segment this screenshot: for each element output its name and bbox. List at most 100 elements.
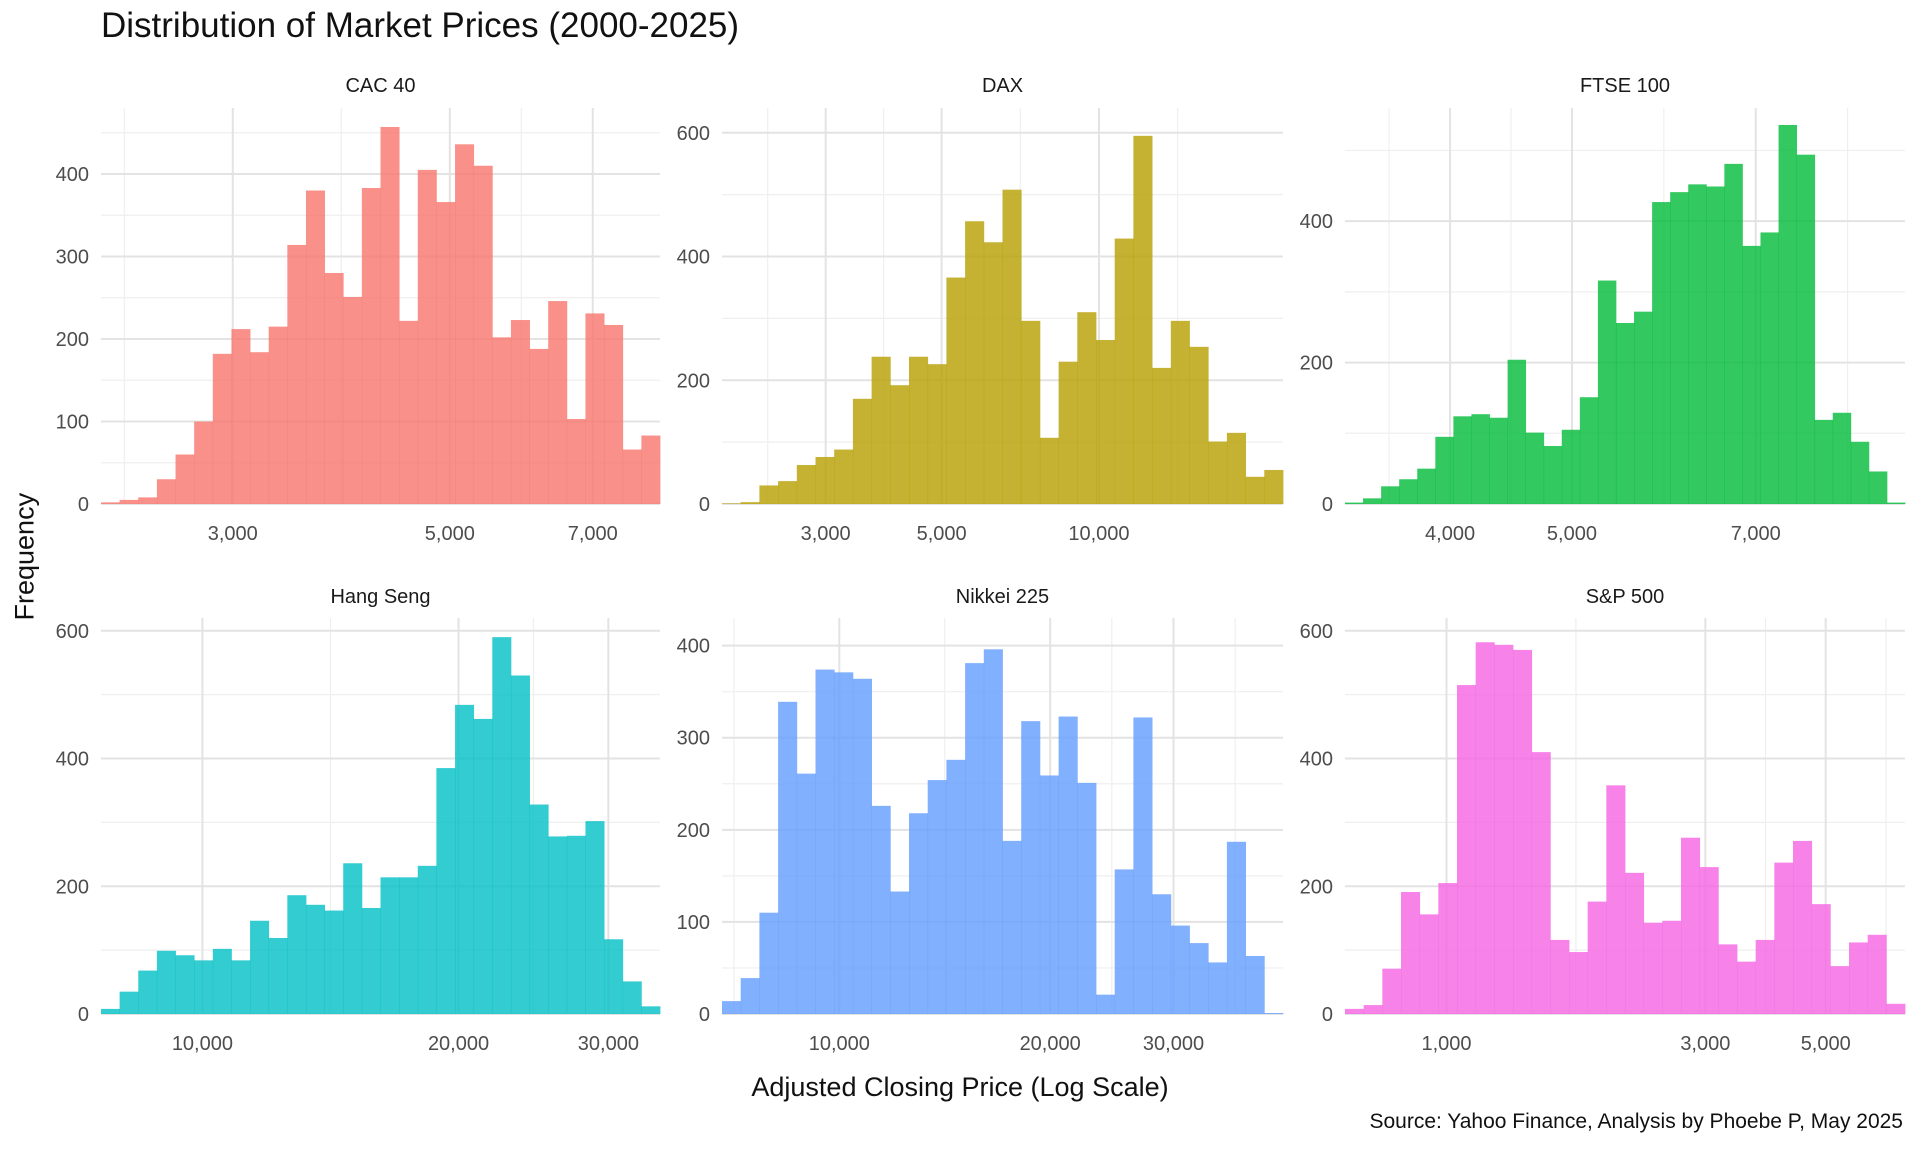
y-tick-label: 400 xyxy=(56,749,89,771)
x-tick-label: 10,000 xyxy=(172,1033,233,1055)
x-tick-label: 7,000 xyxy=(1731,523,1781,545)
panel-title: FTSE 100 xyxy=(1580,75,1670,97)
histogram-bar xyxy=(1114,238,1134,504)
histogram-bar xyxy=(815,669,835,1014)
histogram-bar xyxy=(1525,432,1545,504)
x-tick-label: 3,000 xyxy=(801,523,851,545)
source-caption: Source: Yahoo Finance, Analysis by Phoeb… xyxy=(1369,1110,1903,1133)
histogram-bar xyxy=(1096,994,1116,1014)
histogram-bar xyxy=(909,356,929,504)
histogram-bar xyxy=(101,502,121,504)
x-tick-label: 3,000 xyxy=(208,523,258,545)
histogram-bar xyxy=(871,356,891,504)
y-tick-label: 300 xyxy=(56,247,89,269)
histogram-bar xyxy=(250,352,270,504)
histogram-bar xyxy=(1399,479,1418,504)
histogram-bar xyxy=(529,804,549,1014)
x-tick-label: 4,000 xyxy=(1425,523,1475,545)
histogram-bar xyxy=(1662,920,1682,1014)
panel-title: CAC 40 xyxy=(345,75,415,97)
histogram-bar xyxy=(510,675,530,1014)
histogram-bar xyxy=(380,126,400,504)
histogram-bar xyxy=(1699,867,1719,1014)
y-tick-label: 0 xyxy=(78,1004,89,1026)
x-tick-label: 5,000 xyxy=(917,523,967,545)
histogram-bar xyxy=(759,912,779,1014)
histogram-bar xyxy=(834,672,854,1014)
histogram-bar xyxy=(1718,944,1738,1014)
histogram-bar xyxy=(1189,346,1209,504)
histogram-bar xyxy=(585,821,605,1014)
histogram-bar xyxy=(1796,154,1816,504)
x-tick-label: 20,000 xyxy=(428,1033,489,1055)
y-tick-label: 0 xyxy=(699,494,710,516)
histogram-bar xyxy=(1438,883,1458,1014)
histogram-bar xyxy=(1531,752,1551,1014)
y-tick-label: 0 xyxy=(78,494,89,516)
x-tick-label: 5,000 xyxy=(1547,523,1597,545)
histogram-bar xyxy=(1475,642,1495,1014)
histogram-bar xyxy=(1077,782,1097,1014)
histogram-bar xyxy=(1453,416,1472,504)
histogram-bar xyxy=(1849,942,1869,1014)
histogram-bar xyxy=(1226,432,1246,504)
histogram-bar xyxy=(965,663,985,1014)
histogram-bar xyxy=(1021,320,1041,504)
panel-hang-seng: 0 200 400 600 10,000 20,000 30,000 Hang Seng xyxy=(56,586,661,1055)
histogram-bar xyxy=(1417,468,1436,504)
histogram-bar xyxy=(1811,904,1831,1014)
histogram-bar xyxy=(1077,312,1097,504)
x-tick-label: 7,000 xyxy=(568,523,618,545)
histogram-bar xyxy=(1886,502,1906,504)
histogram-bar xyxy=(815,456,835,504)
histogram-bar xyxy=(455,704,475,1014)
histogram-bar xyxy=(909,813,929,1014)
x-tick-label: 30,000 xyxy=(1143,1033,1204,1055)
x-axis-label: Adjusted Closing Price (Log Scale) xyxy=(751,1072,1169,1102)
x-tick-label: 1,000 xyxy=(1421,1033,1471,1055)
histogram-bar xyxy=(548,301,568,504)
histogram-bar xyxy=(927,780,947,1014)
histogram-bar xyxy=(946,759,966,1014)
histogram-bar xyxy=(852,398,872,504)
y-tick-label: 200 xyxy=(56,876,89,898)
histogram-bar xyxy=(473,718,493,1014)
histogram-bar xyxy=(1381,486,1400,504)
y-tick-label: 400 xyxy=(1300,211,1333,233)
histogram-bar xyxy=(1513,649,1533,1014)
y-tick-label: 400 xyxy=(56,164,89,186)
histogram-bar xyxy=(722,1001,742,1014)
histogram-bar xyxy=(1867,934,1887,1014)
histogram-bar xyxy=(1643,922,1663,1014)
histogram-bar xyxy=(119,499,139,504)
histogram-bar xyxy=(1550,939,1570,1014)
histogram-bar xyxy=(965,221,985,504)
histogram-bar xyxy=(1382,968,1402,1014)
histogram-bar xyxy=(194,421,214,504)
histogram-bar xyxy=(834,449,854,504)
y-tick-label: 200 xyxy=(1300,876,1333,898)
histogram-bar xyxy=(622,981,642,1014)
y-tick-label: 600 xyxy=(677,123,710,145)
histogram-bar xyxy=(324,910,344,1014)
histogram-bar xyxy=(740,978,760,1014)
histogram-bar xyxy=(890,385,910,504)
histogram-bar xyxy=(399,877,419,1014)
histogram-bar xyxy=(175,454,195,504)
histogram-bar xyxy=(1435,436,1454,504)
x-tick-label: 10,000 xyxy=(1068,523,1129,545)
histogram-bar xyxy=(417,865,437,1014)
histogram-bar xyxy=(1868,471,1888,504)
y-tick-label: 100 xyxy=(677,912,710,934)
y-tick-label: 200 xyxy=(677,370,710,392)
histogram-bar xyxy=(231,329,251,504)
panel-title: DAX xyxy=(982,75,1023,97)
histogram-bar xyxy=(268,326,288,504)
histogram-bar xyxy=(380,877,400,1014)
histogram-bar xyxy=(1457,685,1477,1014)
histogram-bar xyxy=(1096,340,1116,504)
histogram-bar xyxy=(1494,644,1514,1014)
histogram-bar xyxy=(1561,429,1581,504)
histogram-bar xyxy=(1774,862,1794,1014)
